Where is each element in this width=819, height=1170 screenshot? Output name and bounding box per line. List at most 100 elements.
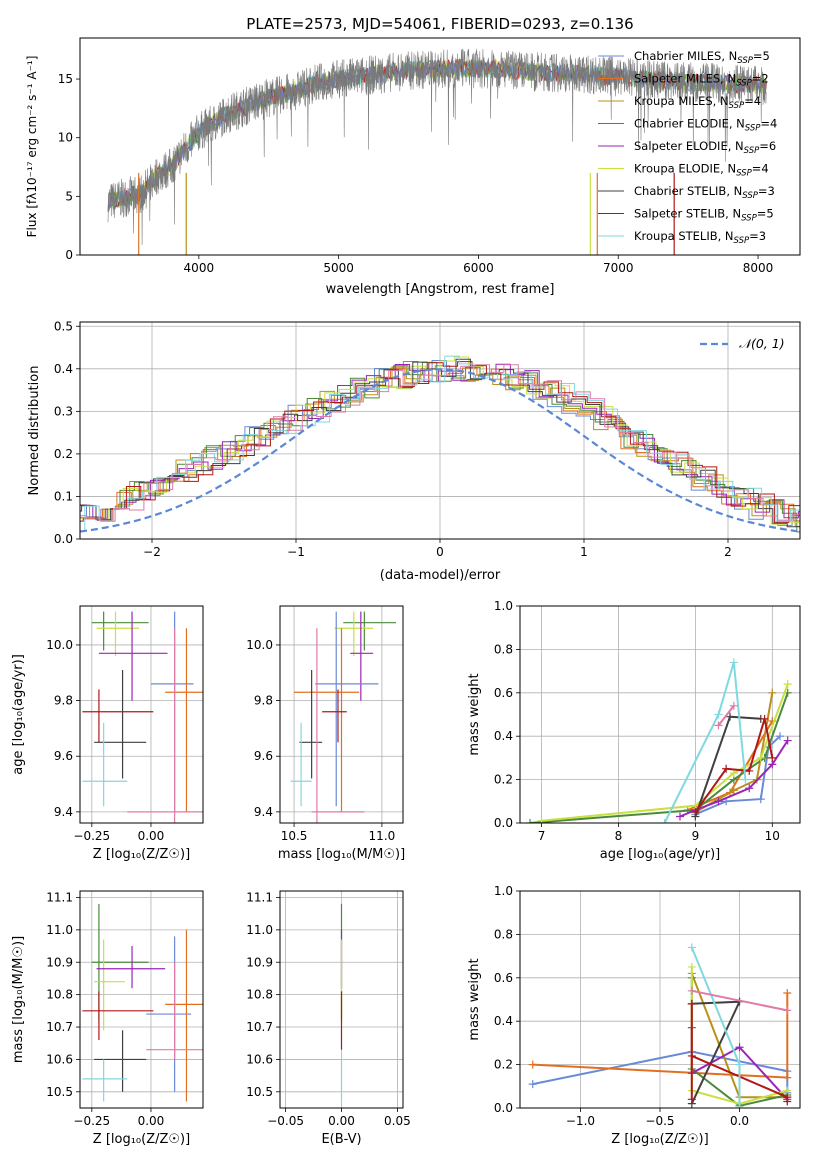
legend-label: 𝒩(0, 1) [739, 336, 785, 351]
x-tick-label: 0.0 [730, 1114, 749, 1128]
y-tick-label: 0.0 [494, 1101, 513, 1115]
legend-label-count: =5 [753, 49, 770, 63]
y-axis-label: age [log₁₀(age/yr)] [11, 654, 26, 775]
x-tick-label: 10.5 [281, 829, 308, 843]
x-tick-label: 4000 [184, 261, 215, 275]
mass-weight-marker [714, 797, 723, 806]
axes-frame [279, 890, 404, 1109]
mass-weight-marker [783, 988, 792, 997]
y-tick-label: 0.3 [54, 404, 73, 418]
legend-label-count: =3 [749, 229, 766, 243]
x-tick-label: 7 [538, 829, 546, 843]
axes-frame [79, 321, 801, 540]
scatter-plot-area [82, 903, 203, 1102]
x-axis-label: Z [log₁₀(Z/Z☉)] [93, 847, 190, 862]
y-axis-label: mass weight [467, 673, 482, 755]
y-tick-label: 0.4 [494, 729, 513, 743]
axes-frame [79, 37, 801, 256]
mass-weight-marker [729, 786, 738, 795]
mass-weight-series-line [691, 989, 788, 1012]
mass-weight-marker [776, 732, 784, 741]
histogram-step-line [80, 365, 800, 527]
y-tick-label: 11.0 [246, 923, 273, 937]
mass-weight-marker [687, 1095, 696, 1104]
legend-label: Salpeter ELODIE, NSSP=6 [634, 139, 776, 156]
legend-label-subscript: SSP [734, 236, 750, 246]
mass-weight-marker [745, 784, 754, 793]
legend-label: Kroupa MILES, NSSP=4 [634, 94, 761, 111]
mass-weight-marker [735, 1104, 744, 1108]
mass-weight-series-line [529, 692, 789, 823]
y-tick-label: 0.1 [54, 489, 73, 503]
y-tick-label: 10.7 [246, 1020, 273, 1034]
y-tick-label: 10.8 [246, 988, 273, 1002]
y-tick-label: 11.1 [246, 890, 273, 904]
x-axis-label: E(B-V) [321, 1132, 361, 1147]
x-tick-label: 9 [692, 829, 700, 843]
mass-weight-marker [687, 962, 696, 971]
spectrum-panel: 4000 5000 6000 7000 8000 0 5 10 15 wavelength [An… [25, 37, 801, 297]
y-tick-label: 0.5 [54, 319, 73, 333]
y-tick-label: 10.0 [46, 638, 73, 652]
normal-distribution-curve [80, 368, 798, 533]
y-tick-label: 11.1 [46, 890, 73, 904]
legend-label-subscript: SSP [742, 191, 758, 201]
legend-label: Salpeter STELIB, NSSP=5 [634, 207, 774, 224]
y-tick-label: 0.2 [494, 773, 513, 787]
x-tick-label: 0.00 [138, 829, 165, 843]
mass-weight-marker [714, 721, 723, 730]
legend-label-text: Chabrier ELODIE, N [634, 117, 745, 131]
y-tick-label: 10.9 [46, 955, 73, 969]
legend-label-text: Chabrier MILES, N [634, 49, 737, 63]
scatter-plot-area [290, 611, 396, 823]
x-tick-label: −1 [287, 545, 305, 559]
scatter-plot-area [82, 611, 203, 823]
y-tick-label: 9.6 [254, 749, 273, 763]
legend-label: Chabrier ELODIE, NSSP=4 [634, 117, 777, 134]
y-tick-label: 9.6 [54, 749, 73, 763]
y-tick-label: 11.0 [46, 923, 73, 937]
histogram-step-line [80, 361, 800, 533]
legend-label-text: Kroupa STELIB, N [634, 229, 734, 243]
y-tick-label: 9.8 [54, 694, 73, 708]
y-tick-label: 0.4 [54, 362, 73, 376]
x-tick-label: −0.5 [645, 1114, 674, 1128]
y-tick-label: 10.7 [46, 1020, 73, 1034]
massweight-vs-metallicity-panel: −1.0 −0.5 0.0 0.0 0.2 0.4 0.6 0.8 1.0 Z [log₁₀(Z/… [467, 884, 801, 1147]
y-tick-label: 0.8 [494, 642, 513, 656]
y-tick-label: 10.6 [46, 1052, 73, 1066]
mass-weight-marker [735, 1043, 744, 1052]
mass-weight-marker [691, 808, 700, 817]
mass-weight-marker [729, 658, 738, 667]
y-tick-label: 9.8 [254, 694, 273, 708]
y-axis-label: mass [log₁₀(M/M☉)] [11, 936, 26, 1063]
axes-frame [79, 890, 204, 1109]
mass-weight-series-line [679, 739, 789, 818]
mass-weight-marker [687, 999, 696, 1008]
legend-label-text: Kroupa MILES, N [634, 94, 729, 108]
histogram-step-line [80, 367, 800, 522]
legend-label-count: =5 [757, 207, 774, 221]
x-tick-label: 11.0 [369, 829, 396, 843]
legend-label-subscript: SSP [737, 56, 753, 66]
x-tick-label: 0 [436, 545, 444, 559]
x-tick-label: 8000 [743, 261, 774, 275]
mass-weight-marker [729, 701, 738, 710]
x-tick-label: 1 [580, 545, 588, 559]
y-tick-label: 0.8 [494, 927, 513, 941]
axes-frame [279, 605, 404, 824]
mass-weight-plot-area [528, 943, 792, 1108]
x-tick-label: 0.00 [328, 1114, 355, 1128]
y-tick-label: 9.4 [54, 805, 73, 819]
mass-weight-marker [783, 736, 792, 745]
histogram-plot-area [80, 355, 800, 533]
massweight-vs-age-panel: 7 8 9 10 0.0 0.2 0.4 0.6 0.8 1.0 age [log₁₀(age/yr… [467, 599, 801, 862]
x-axis-label: (data-model)/error [380, 568, 501, 583]
y-tick-label: 0.4 [494, 1014, 513, 1028]
legend-label-text: Salpeter ELODIE, N [634, 139, 744, 153]
legend-label-subscript: SSP [744, 146, 760, 156]
legend-label-text: Kroupa ELODIE, N [634, 162, 736, 176]
y-tick-label: 0 [65, 248, 73, 262]
legend-label-subscript: SSP [736, 169, 752, 179]
y-axis-label: mass weight [467, 958, 482, 1040]
